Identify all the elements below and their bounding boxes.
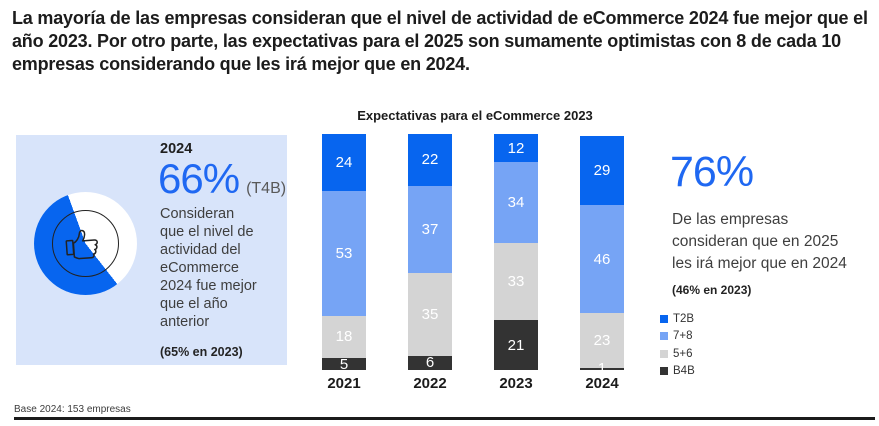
bar-value-label: 21 xyxy=(507,336,525,354)
legend-label: T2B xyxy=(673,312,695,325)
box-stat-value: 66% (T4B) xyxy=(158,157,286,211)
chart-title: Expectativas para el eCommerce 2023 xyxy=(357,108,593,123)
bar-value-label: 37 xyxy=(421,221,439,239)
bar-segment-7-8: 53 xyxy=(322,190,366,316)
bar-segment-t2b: 22 xyxy=(408,134,452,186)
bar-stack: 29 46 23 1 xyxy=(580,136,624,376)
bar-value-label: 22 xyxy=(421,151,439,169)
bar-column-2021: 24 53 18 5 2021 xyxy=(322,134,366,392)
right-stat-value: 76% xyxy=(670,148,754,196)
legend-swatch xyxy=(660,332,668,341)
bar-segment-5-6: 23 xyxy=(580,313,624,368)
bar-column-2022: 22 37 35 6 2022 xyxy=(408,134,452,392)
legend-swatch xyxy=(660,314,668,323)
chart-legend: T2B 7+8 5+6 B4B xyxy=(660,310,695,380)
bar-x-label: 2021 xyxy=(327,375,361,392)
bar-column-2024: 29 46 23 1 2024 xyxy=(580,136,624,392)
stat-number: 66% xyxy=(158,155,240,202)
stacked-bar-chart: 24 53 18 5 2021 22 37 35 6 2022 12 34 33 21 2023 29 46 23… xyxy=(322,134,624,392)
bar-segment-b4b: 21 xyxy=(494,320,538,370)
bar-value-label: 23 xyxy=(593,331,611,349)
thumbs-up-icon xyxy=(65,229,98,260)
bar-stack: 12 34 33 21 xyxy=(494,134,538,370)
stat-suffix: (T4B) xyxy=(246,180,287,197)
bar-value-label: 18 xyxy=(335,328,353,346)
bar-segment-7-8: 37 xyxy=(408,185,452,274)
bar-segment-5-6: 35 xyxy=(408,273,452,356)
bar-value-label: 33 xyxy=(507,272,525,290)
bar-segment-7-8: 46 xyxy=(580,204,624,314)
legend-item-b4b: B4B xyxy=(660,363,695,381)
pie-inner-ring xyxy=(52,210,119,277)
bar-value-label: 29 xyxy=(593,162,611,180)
legend-item-t2b: T2B xyxy=(660,310,695,328)
box-prior-year-note: (65% en 2023) xyxy=(160,345,243,359)
bar-segment-t2b: 12 xyxy=(494,134,538,163)
bar-value-label: 24 xyxy=(335,153,353,171)
bar-segment-t2b: 24 xyxy=(322,134,366,191)
bar-column-2023: 12 34 33 21 2023 xyxy=(494,134,538,392)
bar-value-label: 35 xyxy=(421,306,439,324)
legend-label: 7+8 xyxy=(673,330,693,343)
legend-label: B4B xyxy=(673,365,695,378)
bar-stack: 24 53 18 5 xyxy=(322,134,366,373)
bar-value-label: 12 xyxy=(507,139,525,157)
bar-x-label: 2022 xyxy=(413,375,447,392)
headline: La mayoría de las empresas consideran qu… xyxy=(12,8,868,74)
bar-segment-7-8: 34 xyxy=(494,162,538,243)
footer-divider xyxy=(14,417,875,420)
highlight-box-2024: 2024 66% (T4B) Consideran que el nivel de… xyxy=(16,135,287,365)
footer-base-note: Base 2024: 153 empresas xyxy=(14,404,131,415)
legend-swatch xyxy=(660,349,668,358)
bar-segment-b4b: 5 xyxy=(322,355,366,373)
bar-x-label: 2024 xyxy=(585,375,619,392)
legend-item-7-8: 7+8 xyxy=(660,328,695,346)
legend-swatch xyxy=(660,367,668,376)
bar-value-label: 1 xyxy=(597,360,607,378)
bar-value-label: 46 xyxy=(593,250,611,268)
bar-segment-b4b: 6 xyxy=(408,354,452,372)
legend-label: 5+6 xyxy=(673,347,693,360)
bar-value-label: 34 xyxy=(507,193,525,211)
bar-value-label: 53 xyxy=(335,244,353,262)
legend-item-5-6: 5+6 xyxy=(660,345,695,363)
right-stat-description: De las empresas consideran que en 2025 l… xyxy=(672,211,847,272)
box-year-label: 2024 xyxy=(160,141,193,157)
bar-x-label: 2023 xyxy=(499,375,533,392)
right-prior-year-note: (46% en 2023) xyxy=(672,283,752,297)
bar-value-label: 5 xyxy=(339,355,349,373)
bar-segment-5-6: 33 xyxy=(494,242,538,321)
box-description: Consideran que el nivel de actividad del… xyxy=(160,206,257,330)
bar-value-label: 6 xyxy=(425,354,435,372)
bar-stack: 22 37 35 6 xyxy=(408,134,452,370)
bar-segment-t2b: 29 xyxy=(580,136,624,205)
bar-segment-5-6: 18 xyxy=(322,315,366,359)
bar-segment-b4b: 1 xyxy=(580,361,624,376)
